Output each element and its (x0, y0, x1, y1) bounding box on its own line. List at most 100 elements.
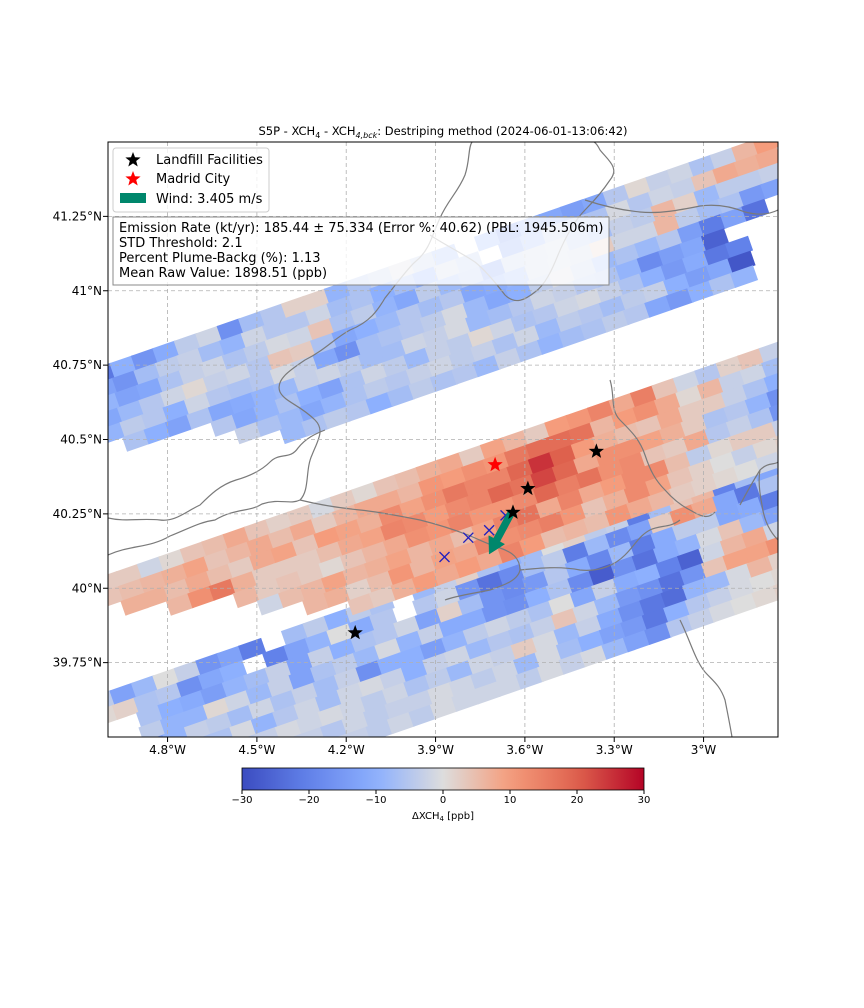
heatmap-cell (322, 406, 351, 430)
heatmap-cell (472, 354, 501, 378)
heatmap-cell (255, 414, 284, 437)
heatmap-cell (186, 406, 215, 430)
info-line: Emission Rate (kt/yr): 185.44 ± 75.334 (… (119, 221, 603, 236)
heatmap-cell (143, 421, 172, 445)
heatmap-cell (814, 400, 842, 423)
heatmap-cell (601, 637, 630, 660)
heatmap-cell (365, 391, 394, 415)
heatmap-cell (408, 704, 437, 727)
heatmap-cell (210, 742, 238, 765)
x-tick-label: 4.8°W (149, 743, 186, 757)
heatmap-cell (857, 385, 864, 408)
colorbar-tick-label: 30 (638, 795, 651, 806)
heatmap-cell (773, 435, 778, 450)
heatmap-cell (767, 552, 778, 571)
heatmap-cell (519, 533, 548, 556)
heatmap-cell (344, 726, 371, 737)
x-axis-ticks: 4.8°W 4.5°W 4.2°W 3.9°W 3.6°W 3.3°W 3°W (149, 737, 716, 757)
heatmap-cell (347, 592, 376, 616)
heatmap-cell (687, 280, 716, 303)
heatmap-cell (515, 339, 544, 363)
heatmap-cell (811, 533, 839, 556)
madrid-star-icon (487, 456, 503, 472)
heatmap-cell (757, 162, 778, 185)
heatmap-cell (782, 169, 810, 192)
heatmap-cell (108, 392, 122, 412)
heatmap-cell (860, 422, 864, 445)
heatmap-cell (278, 585, 307, 608)
heatmap-cell (604, 503, 633, 526)
heatmap-cell (789, 541, 817, 564)
heatmap-cell (771, 420, 778, 437)
legend-label-madrid: Madrid City (156, 172, 231, 187)
heatmap-cell (812, 385, 840, 408)
heatmap-cell (752, 436, 778, 460)
heatmap-cell (238, 637, 267, 661)
heatmap-cell (766, 388, 778, 408)
landfill-star-icon (347, 624, 363, 640)
heatmap-cell (785, 363, 813, 386)
heatmap-cell (801, 326, 829, 349)
heatmap-cell (207, 726, 235, 737)
heatmap-cell (120, 593, 149, 616)
plume-marker-stroke (483, 524, 495, 536)
y-tick-label: 40°N (72, 581, 102, 595)
heatmap-cell (561, 518, 590, 541)
heatmap-cell (854, 518, 864, 541)
heatmap-cell (687, 607, 716, 631)
heatmap-cell (429, 369, 458, 393)
heatmap-cell (859, 548, 864, 571)
heatmap-cell (540, 525, 569, 549)
heatmap-cell (817, 437, 845, 460)
boundary-line (679, 619, 733, 737)
heatmap-cell (784, 511, 812, 534)
heatmap-cell (822, 467, 850, 490)
colorbar-gradient (241, 767, 645, 791)
heatmap-cell (733, 458, 762, 482)
heatmap-cell (279, 421, 308, 445)
heatmap-cell (783, 348, 811, 371)
heatmap-cell (122, 429, 151, 452)
heatmap-cell (825, 333, 853, 356)
heatmap-cell (451, 362, 480, 385)
heatmap-cell (719, 206, 748, 229)
legend-label-landfill: Landfill Facilities (156, 153, 263, 168)
heatmap-cell (622, 302, 651, 326)
heatmap-cell (253, 726, 280, 737)
heatmap-cell (793, 407, 821, 430)
plume-marker (439, 551, 450, 563)
legend-wind-swatch (120, 193, 146, 203)
heatmap-cell (708, 272, 737, 296)
heatmap-cell (141, 585, 170, 609)
heatmap-cell (770, 568, 778, 586)
boundary-line (609, 379, 716, 518)
heatmap-cell (208, 578, 237, 601)
heatmap-cell (754, 451, 778, 474)
heatmap-cell (626, 496, 655, 519)
heatmap-cell (301, 741, 329, 764)
heatmap-cell (320, 719, 349, 737)
y-tick-label: 40.75°N (53, 358, 102, 372)
heatmap-cell (817, 110, 845, 133)
heatmap-cell (792, 556, 820, 579)
heatmap-cell (433, 562, 462, 586)
plume-marker-stroke (462, 532, 474, 544)
plume-marker-stroke (439, 551, 450, 563)
x-tick-label: 3.9°W (417, 743, 454, 757)
heatmap-cell (776, 451, 778, 457)
heatmap-cell (644, 622, 673, 645)
colorbar-tick-label: −10 (365, 795, 386, 806)
heatmap-cell (776, 474, 778, 479)
heatmap-cell (820, 125, 848, 148)
y-tick-label: 40.5°N (60, 433, 102, 447)
colorbar-tick-label: −30 (231, 795, 252, 806)
heatmap-cell (451, 689, 480, 712)
heatmap-cell (838, 430, 864, 453)
x-tick-label: 3.6°W (506, 743, 543, 757)
chart-title: S5P - XCH4 - XCH4,bck: Destriping method… (258, 124, 627, 140)
heatmap-cell (579, 644, 608, 668)
heatmap-cell (146, 764, 174, 787)
heatmap-cell (841, 422, 864, 445)
heatmap-cell (730, 592, 759, 616)
heatmap-cell (833, 377, 861, 400)
